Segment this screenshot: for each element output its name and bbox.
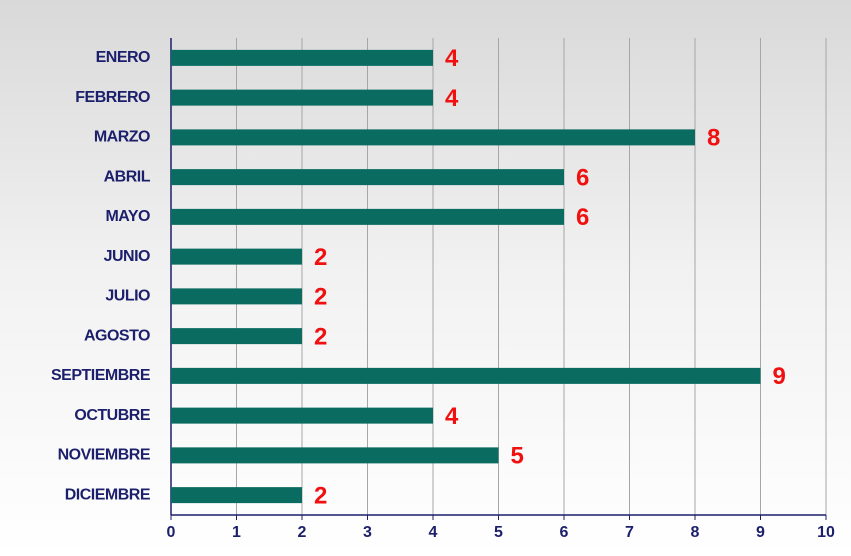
- y-tick-label: SEPTIEMBRE: [51, 367, 151, 384]
- y-tick-label: JUNIO: [104, 248, 150, 265]
- x-tick-label: 8: [691, 524, 700, 541]
- value-label: 2: [314, 482, 327, 509]
- bar: [171, 208, 564, 225]
- y-tick-label: NOVIEMBRE: [58, 447, 151, 464]
- x-tick-label: 5: [494, 524, 503, 541]
- x-tick-label: 0: [167, 524, 176, 541]
- value-label: 4: [445, 45, 459, 72]
- x-tick-label: 9: [756, 524, 765, 541]
- bar: [171, 367, 761, 384]
- x-tick-label: 2: [298, 524, 307, 541]
- value-label: 6: [576, 204, 589, 231]
- value-label: 2: [314, 244, 327, 271]
- bar: [171, 487, 302, 504]
- bar: [171, 328, 302, 345]
- x-tick-label: 4: [429, 524, 438, 541]
- value-label: 5: [511, 443, 524, 470]
- bar: [171, 288, 302, 305]
- y-tick-label: OCTUBRE: [74, 407, 150, 424]
- y-tick-label: AGOSTO: [84, 327, 150, 344]
- x-tick-label: 1: [232, 524, 241, 541]
- value-label: 8: [707, 125, 720, 152]
- value-label: 9: [773, 363, 786, 390]
- value-label: 4: [445, 403, 459, 430]
- bar: [171, 49, 433, 66]
- bar: [171, 447, 499, 464]
- value-label: 6: [576, 164, 589, 191]
- y-tick-label: JULIO: [105, 288, 150, 305]
- y-tick-label: ABRIL: [104, 168, 151, 185]
- bar: [171, 407, 433, 424]
- bar: [171, 248, 302, 265]
- x-tick-label: 3: [363, 524, 372, 541]
- y-tick-label: MARZO: [94, 129, 150, 146]
- x-tick-label: 10: [817, 524, 835, 541]
- y-tick-label: MAYO: [105, 208, 150, 225]
- y-tick-label: ENERO: [96, 49, 150, 66]
- y-tick-label: DICIEMBRE: [65, 486, 151, 503]
- y-tick-label: FEBRERO: [75, 89, 150, 106]
- value-label: 2: [314, 323, 327, 350]
- bar: [171, 129, 695, 146]
- value-label: 4: [445, 85, 459, 112]
- value-label: 2: [314, 284, 327, 311]
- bar: [171, 169, 564, 186]
- x-tick-label: 7: [625, 524, 634, 541]
- bar: [171, 89, 433, 106]
- x-tick-label: 6: [560, 524, 569, 541]
